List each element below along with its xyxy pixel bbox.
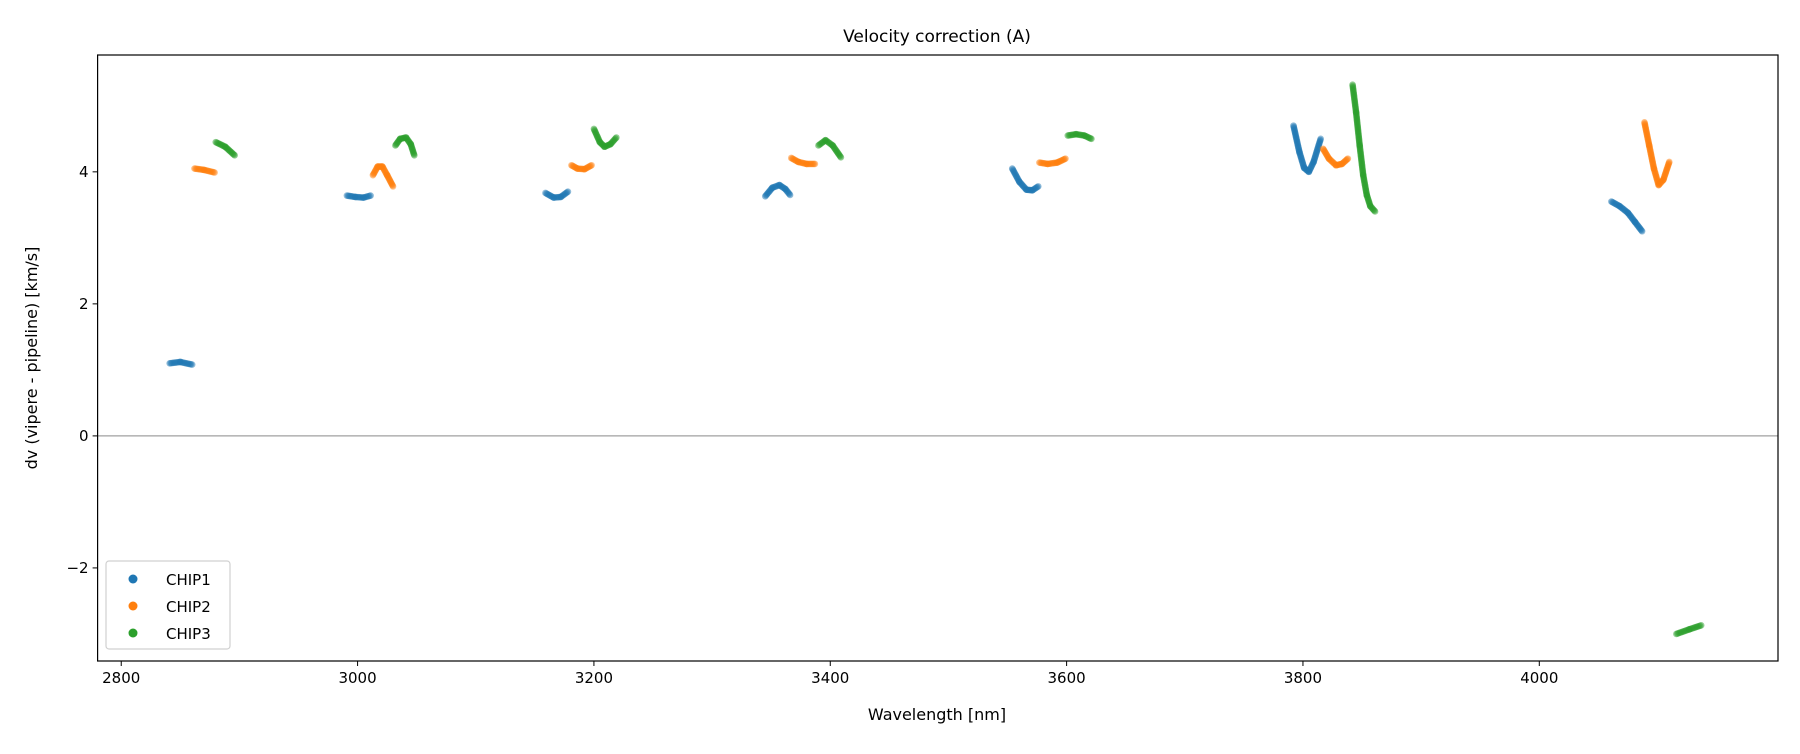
data-point-chip2 <box>1665 158 1673 166</box>
x-tick-label: 3800 <box>1284 669 1322 687</box>
y-tick-label: 0 <box>79 427 89 445</box>
data-point-chip1 <box>564 188 572 195</box>
legend-label-chip3: CHIP3 <box>166 625 211 643</box>
data-point-chip3 <box>410 152 418 159</box>
x-tick-label: 3400 <box>811 669 849 687</box>
legend-frame <box>105 560 231 650</box>
data-point-chip3 <box>231 152 238 159</box>
y-tick-label: 4 <box>79 163 89 181</box>
legend-marker-chip1 <box>128 574 138 584</box>
data-point-chip3 <box>613 134 620 141</box>
legend-label-chip2: CHIP2 <box>166 598 211 616</box>
data-point-chip2 <box>811 160 819 168</box>
data-point-chip3 <box>1697 622 1705 629</box>
data-point-chip3 <box>837 154 845 161</box>
y-tick-label: 2 <box>79 295 89 313</box>
data-point-chip1 <box>1034 183 1042 190</box>
data-point-chip2 <box>389 183 397 190</box>
y-axis-label: dv (vipere - pipeline) [km/s] <box>22 247 41 470</box>
legend-label-chip1: CHIP1 <box>166 571 211 589</box>
data-point-chip2 <box>588 161 595 169</box>
data-point-chip1 <box>1317 135 1324 143</box>
data-point-chip1 <box>188 361 196 368</box>
x-tick-label: 3000 <box>338 669 376 687</box>
x-axis-ticks: 2800 3000 3200 3400 3600 3800 4000 <box>102 661 1558 687</box>
data-point-chip2 <box>1062 155 1069 162</box>
data-points <box>166 81 1705 638</box>
x-tick-label: 3200 <box>575 669 613 687</box>
x-tick-label: 2800 <box>102 669 140 687</box>
y-tick-label: −2 <box>66 559 88 577</box>
data-point-chip1 <box>1638 227 1646 235</box>
data-point-chip2 <box>211 169 218 176</box>
legend-marker-chip3 <box>128 628 138 638</box>
data-point-chip1 <box>367 192 374 199</box>
data-point-chip2 <box>1344 155 1352 162</box>
legend-marker-chip2 <box>128 601 138 611</box>
data-point-chip1 <box>786 191 794 199</box>
plot-frame <box>96 54 1779 662</box>
data-point-chip3 <box>1371 208 1379 215</box>
x-axis-label: Wavelength [nm] <box>868 705 1006 724</box>
legend: CHIP1 CHIP2 CHIP3 <box>105 560 231 650</box>
data-point-chip3 <box>1088 135 1095 143</box>
x-tick-label: 4000 <box>1520 669 1558 687</box>
x-tick-label: 3600 <box>1048 669 1086 687</box>
y-axis-ticks: −2 0 2 4 <box>66 163 98 577</box>
chart-title: Velocity correction (A) <box>843 27 1031 47</box>
